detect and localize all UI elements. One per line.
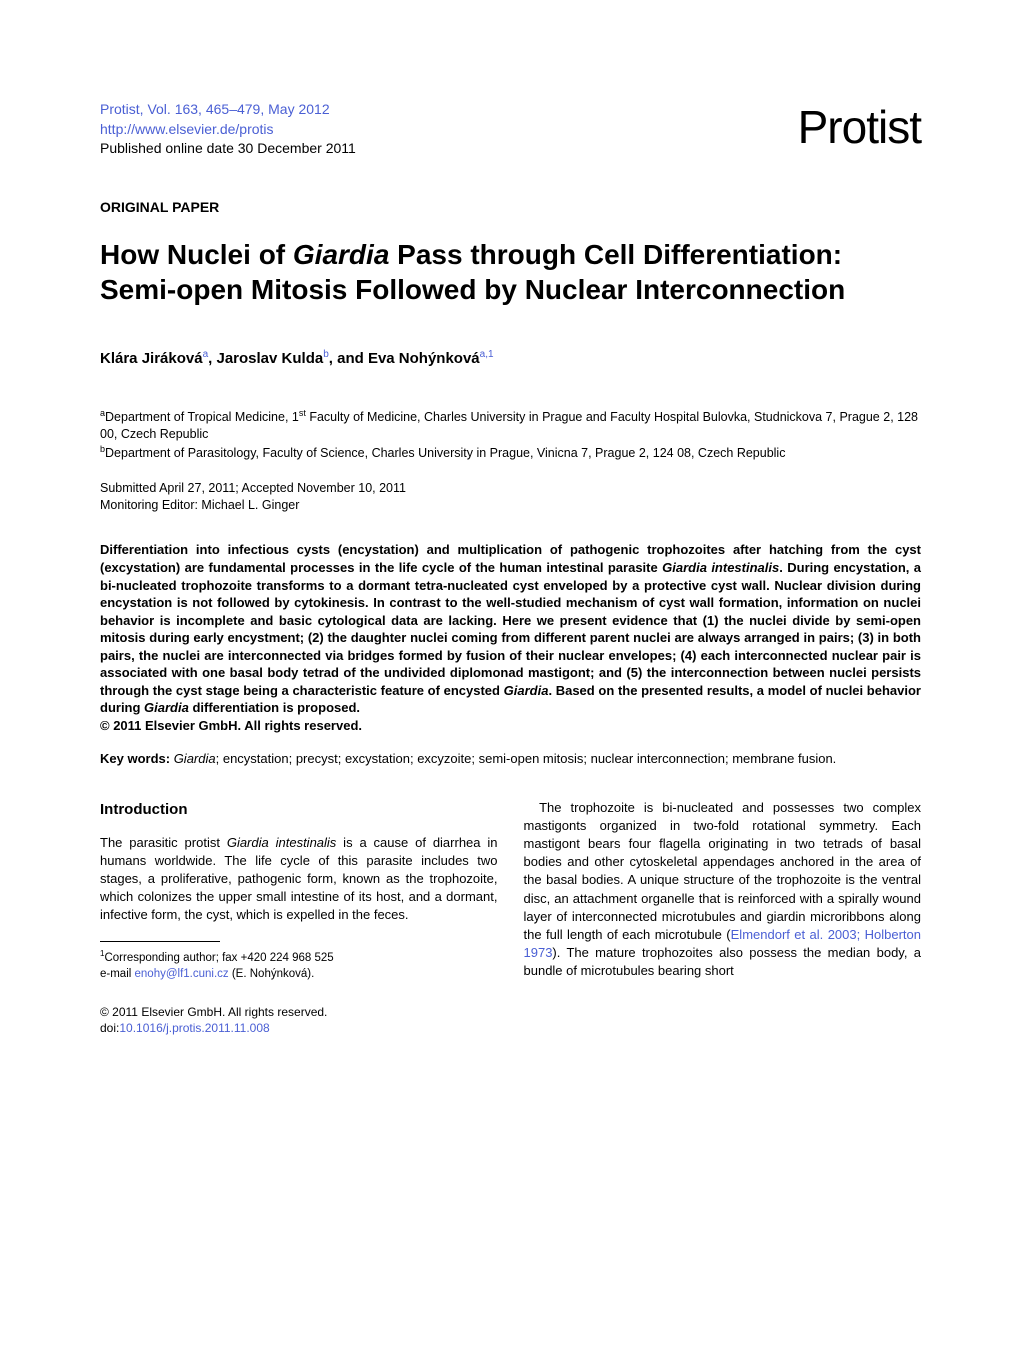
journal-page: Protist, Vol. 163, 465–479, May 2012 htt… xyxy=(0,0,1021,1097)
intro-p1b: Giardia intestinalis xyxy=(227,835,336,850)
footnote-line1: Corresponding author; fax +420 224 968 5… xyxy=(104,951,333,963)
right-p1b: ). The mature trophozoites also possess … xyxy=(524,945,922,978)
online-date: Published online date 30 December 2011 xyxy=(100,139,356,159)
intro-p1: The parasitic protist Giardia intestinal… xyxy=(100,834,498,925)
journal-ref: Protist, Vol. 163, 465–479, May 2012 xyxy=(100,100,356,120)
monitoring-editor: Monitoring Editor: Michael L. Ginger xyxy=(100,497,921,514)
affil-b-text: Department of Parasitology, Faculty of S… xyxy=(105,446,785,460)
left-column: Introduction The parasitic protist Giard… xyxy=(100,799,498,982)
submitted-accepted: Submitted April 27, 2011; Accepted Novem… xyxy=(100,480,921,497)
journal-brand: Protist xyxy=(798,100,921,154)
paper-type: ORIGINAL PAPER xyxy=(100,199,921,215)
footnote-line2b: (E. Nohýnková). xyxy=(229,968,315,980)
author-sep-2: , and xyxy=(329,350,368,367)
affiliation-a: aDepartment of Tropical Medicine, 1st Fa… xyxy=(100,407,921,443)
author-1: Klára Jiráková xyxy=(100,350,203,367)
doi-label: doi: xyxy=(100,1021,119,1035)
article-title: How Nuclei of Giardia Pass through Cell … xyxy=(100,237,921,307)
abstract-p7: differentiation is proposed. xyxy=(189,700,360,715)
author-3-sup: a,1 xyxy=(480,349,494,360)
journal-url[interactable]: http://www.elsevier.de/protis xyxy=(100,120,356,140)
abstract-p2: Giardia intestinalis xyxy=(662,560,779,575)
body-columns: Introduction The parasitic protist Giard… xyxy=(100,799,921,982)
title-part-1: How Nuclei of xyxy=(100,239,293,270)
keywords-rest: ; encystation; precyst; excystation; exc… xyxy=(216,751,837,766)
footer-copyright: © 2011 Elsevier GmbH. All rights reserve… xyxy=(100,1004,921,1021)
affiliations: aDepartment of Tropical Medicine, 1st Fa… xyxy=(100,407,921,462)
footer-doi: doi:10.1016/j.protis.2011.11.008 xyxy=(100,1020,921,1037)
keywords-label: Key words: xyxy=(100,751,174,766)
page-header: Protist, Vol. 163, 465–479, May 2012 htt… xyxy=(100,100,921,159)
affil-a-ordinal: st xyxy=(299,408,306,418)
title-part-italic: Giardia xyxy=(293,239,389,270)
abstract-p4: Giardia xyxy=(504,683,549,698)
author-2: Jaroslav Kulda xyxy=(216,350,323,367)
keywords-k1: Giardia xyxy=(174,751,216,766)
keywords: Key words: Giardia; encystation; precyst… xyxy=(100,750,921,768)
intro-p1a: The parasitic protist xyxy=(100,835,227,850)
doi-link[interactable]: 10.1016/j.protis.2011.11.008 xyxy=(119,1021,269,1035)
intro-heading: Introduction xyxy=(100,799,498,820)
footnote-rule xyxy=(100,941,220,942)
footnote-line2a: e-mail xyxy=(100,968,135,980)
abstract-p6: Giardia xyxy=(144,700,189,715)
affil-a-text: Department of Tropical Medicine, 1 xyxy=(105,410,299,424)
affiliation-b: bDepartment of Parasitology, Faculty of … xyxy=(100,443,921,462)
author-3: Eva Nohýnková xyxy=(368,350,480,367)
abstract-copyright: © 2011 Elsevier GmbH. All rights reserve… xyxy=(100,718,362,733)
abstract-p3: . During encystation, a bi-nucleated tro… xyxy=(100,560,921,698)
abstract: Differentiation into infectious cysts (e… xyxy=(100,541,921,734)
submission-dates: Submitted April 27, 2011; Accepted Novem… xyxy=(100,480,921,514)
journal-info: Protist, Vol. 163, 465–479, May 2012 htt… xyxy=(100,100,356,159)
authors: Klára Jirákováa, Jaroslav Kuldab, and Ev… xyxy=(100,349,921,367)
right-p1: The trophozoite is bi-nucleated and poss… xyxy=(524,799,922,981)
right-p1a: The trophozoite is bi-nucleated and poss… xyxy=(524,800,922,942)
right-column: The trophozoite is bi-nucleated and poss… xyxy=(524,799,922,982)
footnote-email[interactable]: enohy@lf1.cuni.cz xyxy=(135,968,229,980)
page-footer: © 2011 Elsevier GmbH. All rights reserve… xyxy=(100,1004,921,1038)
corresponding-footnote: 1Corresponding author; fax +420 224 968 … xyxy=(100,948,498,982)
